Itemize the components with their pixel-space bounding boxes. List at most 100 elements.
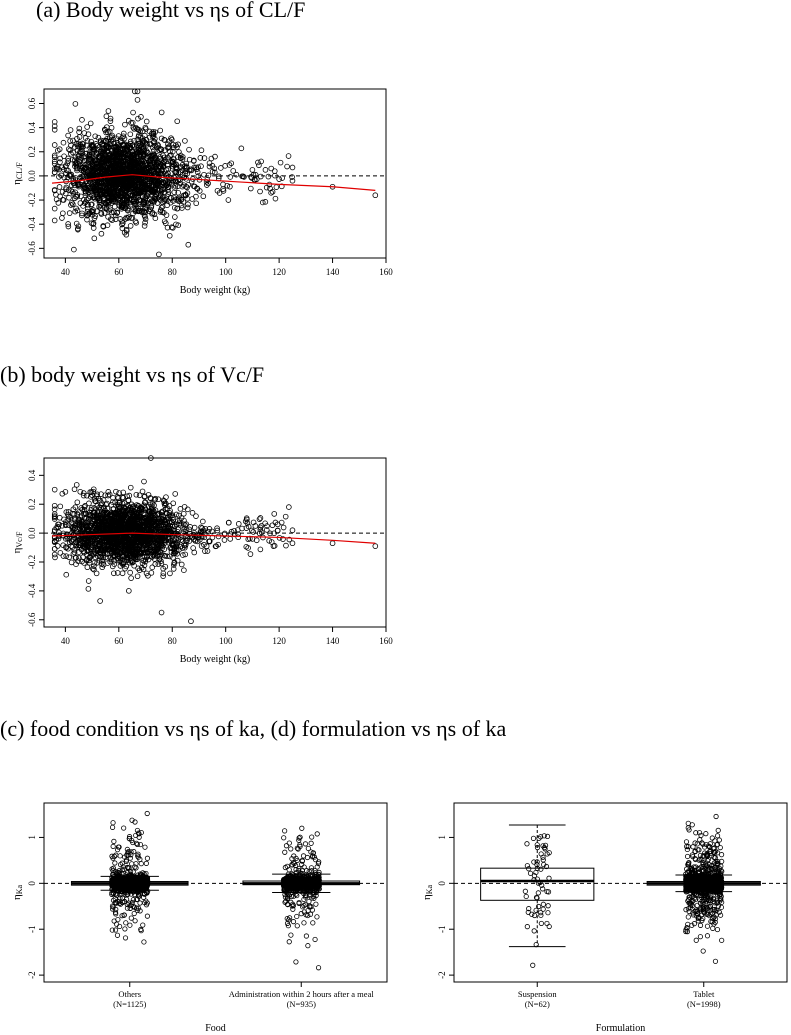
- data-point: [111, 844, 115, 848]
- data-point: [52, 487, 57, 492]
- data-point: [192, 525, 197, 530]
- data-point: [128, 923, 132, 927]
- data-point: [263, 167, 268, 172]
- x-tick-label: 140: [326, 636, 340, 646]
- data-point: [191, 546, 196, 551]
- data-point: [118, 854, 122, 858]
- data-point: [290, 165, 295, 170]
- y-tick-label: -2: [27, 971, 37, 979]
- data-point: [128, 132, 133, 137]
- data-point: [181, 568, 186, 573]
- x-tick-count-label: (N=1125): [113, 999, 146, 1009]
- panel-b-title: (b) body weight vs ηs of Vc/F: [0, 362, 264, 388]
- data-point: [222, 538, 227, 543]
- data-point: [69, 560, 74, 565]
- x-axis-label: Body weight (kg): [180, 654, 251, 665]
- data-point: [126, 588, 131, 593]
- data-point: [115, 933, 119, 937]
- data-point: [186, 242, 191, 247]
- y-tick-label: 0: [27, 881, 37, 886]
- data-point: [52, 206, 57, 211]
- data-point: [181, 511, 186, 516]
- data-point: [258, 516, 263, 521]
- data-point: [167, 233, 172, 238]
- data-point: [128, 485, 133, 490]
- y-tick-label: -0.6: [27, 241, 37, 256]
- y-tick-label: -0.6: [27, 612, 37, 627]
- data-point: [202, 172, 207, 177]
- data-point: [159, 110, 164, 115]
- y-tick-label: 0.0: [27, 170, 37, 182]
- panel-a-title: (a) Body weight vs ηs of CL/F: [36, 0, 305, 23]
- data-point: [182, 504, 187, 509]
- data-point: [187, 147, 192, 152]
- data-point: [71, 247, 76, 252]
- data-point: [290, 541, 295, 546]
- data-point: [264, 185, 269, 190]
- x-axis-label: Body weight (kg): [180, 285, 251, 296]
- data-point: [200, 519, 205, 524]
- data-point: [175, 119, 180, 124]
- x-tick-label: 40: [61, 636, 71, 646]
- x-tick-label: Others: [118, 989, 141, 999]
- data-point: [98, 599, 103, 604]
- x-tick-label: 160: [379, 636, 393, 646]
- x-tick-label: 80: [168, 267, 178, 277]
- data-point: [123, 936, 127, 940]
- data-point: [87, 501, 92, 506]
- data-points: [110, 811, 150, 944]
- y-tick-label: 0.4: [27, 469, 37, 481]
- data-point: [117, 924, 121, 928]
- data-point: [216, 534, 221, 539]
- data-point: [278, 160, 283, 165]
- data-point: [52, 503, 57, 508]
- data-point: [258, 189, 263, 194]
- data-point: [106, 493, 111, 498]
- x-tick-label: 100: [219, 636, 233, 646]
- data-point: [171, 501, 176, 506]
- data-point: [172, 215, 177, 220]
- x-tick-label: 60: [114, 636, 124, 646]
- data-point: [286, 505, 291, 510]
- data-point: [60, 211, 65, 216]
- data-point: [64, 572, 69, 577]
- data-point: [67, 195, 72, 200]
- y-tick-label: -0.2: [27, 193, 37, 207]
- data-point: [270, 523, 275, 528]
- data-point: [143, 845, 147, 849]
- data-point: [111, 866, 115, 870]
- data-point: [67, 555, 72, 560]
- data-point: [53, 555, 58, 560]
- data-point: [66, 133, 71, 138]
- data-point: [57, 185, 62, 190]
- data-point: [149, 570, 154, 575]
- data-point: [239, 146, 244, 151]
- data-point: [99, 231, 104, 236]
- data-point: [135, 97, 140, 102]
- data-point: [60, 216, 65, 221]
- data-point: [226, 198, 231, 203]
- data-point: [159, 610, 164, 615]
- data-point: [194, 201, 199, 206]
- data-point: [75, 500, 80, 505]
- data-point: [258, 174, 263, 179]
- x-tick-label: 40: [61, 267, 71, 277]
- data-point: [156, 252, 161, 257]
- data-point: [256, 160, 261, 165]
- data-point: [52, 143, 57, 148]
- data-point: [199, 148, 204, 153]
- data-point: [266, 174, 271, 179]
- data-point: [129, 576, 134, 581]
- data-point: [85, 565, 90, 570]
- data-point: [284, 543, 289, 548]
- data-point: [120, 571, 125, 576]
- y-tick-label: 0.6: [27, 97, 37, 109]
- data-point: [158, 128, 163, 133]
- data-point: [137, 493, 142, 498]
- y-tick-label: 0.4: [27, 122, 37, 134]
- data-point: [273, 196, 278, 201]
- y-axis-label: ηCL/F: [11, 162, 24, 185]
